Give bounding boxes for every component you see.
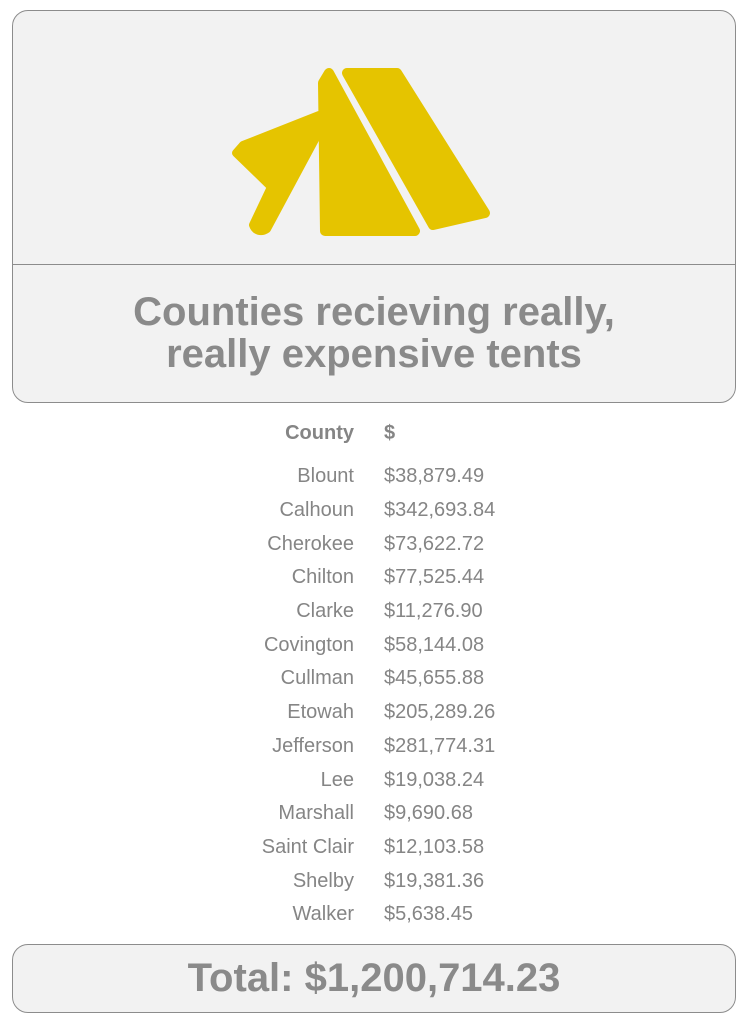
table-row: Jefferson $281,774.31 <box>0 730 750 764</box>
amount-cell: $38,879.49 <box>384 465 485 488</box>
amount-cell: $19,381.36 <box>384 869 485 892</box>
table-row: Clarke $11,276.90 <box>0 595 750 629</box>
total-card: Total: $1,200,714.23 <box>12 944 736 1013</box>
amount-cell: $45,655.88 <box>384 667 485 690</box>
county-name-cell: Shelby <box>292 869 354 892</box>
amount-cell: $342,693.84 <box>384 499 496 522</box>
icon-area <box>13 11 735 265</box>
table-row: Cullman $45,655.88 <box>0 662 750 696</box>
amount-cell: $5,638.45 <box>384 903 473 926</box>
table-header-row: County $ <box>0 416 750 450</box>
amount-cell: $12,103.58 <box>384 835 485 858</box>
title-line-2: really expensive tents <box>166 332 582 376</box>
table-row: Chilton $77,525.44 <box>0 561 750 595</box>
column-header-county: County <box>285 421 354 444</box>
tent-center-shape <box>318 68 420 236</box>
county-table: County $ Blount $38,879.49 Calhoun $342,… <box>0 416 750 932</box>
county-name-cell: Cullman <box>280 667 354 690</box>
page-title: Counties recieving really, really expens… <box>13 291 735 375</box>
county-name-cell: Clarke <box>296 600 354 623</box>
amount-cell: $205,289.26 <box>384 701 496 724</box>
table-row: Marshall $9,690.68 <box>0 797 750 831</box>
tent-flap-shape <box>232 111 323 236</box>
header-card: Counties recieving really, really expens… <box>12 10 736 403</box>
amount-cell: $58,144.08 <box>384 633 485 656</box>
table-row: Blount $38,879.49 <box>0 460 750 494</box>
county-name-cell: Lee <box>320 768 354 791</box>
table-row: Cherokee $73,622.72 <box>0 527 750 561</box>
table-row: Shelby $19,381.36 <box>0 864 750 898</box>
county-name-cell: Calhoun <box>279 499 354 522</box>
total-label: Total: $1,200,714.23 <box>187 956 561 1000</box>
amount-cell: $73,622.72 <box>384 532 485 555</box>
title-line-1: Counties recieving really, <box>133 290 615 334</box>
county-name-cell: Jefferson <box>272 734 354 757</box>
tent-icon <box>232 68 490 236</box>
table-row: Saint Clair $12,103.58 <box>0 831 750 865</box>
table-row: Covington $58,144.08 <box>0 628 750 662</box>
county-name-cell: Walker <box>292 903 354 926</box>
tent-right-shape <box>342 68 490 230</box>
table-body: Blount $38,879.49 Calhoun $342,693.84 Ch… <box>0 460 750 932</box>
county-name-cell: Chilton <box>291 566 354 589</box>
amount-cell: $77,525.44 <box>384 566 485 589</box>
county-name-cell: Marshall <box>278 802 354 825</box>
county-name-cell: Covington <box>263 633 354 656</box>
table-row: Calhoun $342,693.84 <box>0 494 750 528</box>
amount-cell: $19,038.24 <box>384 768 485 791</box>
county-name-cell: Etowah <box>287 701 354 724</box>
county-name-cell: Cherokee <box>267 532 354 555</box>
table-row: Lee $19,038.24 <box>0 763 750 797</box>
column-header-amount: $ <box>384 421 396 444</box>
table-row: Walker $5,638.45 <box>0 898 750 932</box>
county-name-cell: Saint Clair <box>261 835 354 858</box>
header-divider <box>13 264 735 265</box>
amount-cell: $9,690.68 <box>384 802 473 825</box>
county-name-cell: Blount <box>297 465 354 488</box>
table-row: Etowah $205,289.26 <box>0 696 750 730</box>
amount-cell: $11,276.90 <box>384 600 483 623</box>
amount-cell: $281,774.31 <box>384 734 496 757</box>
